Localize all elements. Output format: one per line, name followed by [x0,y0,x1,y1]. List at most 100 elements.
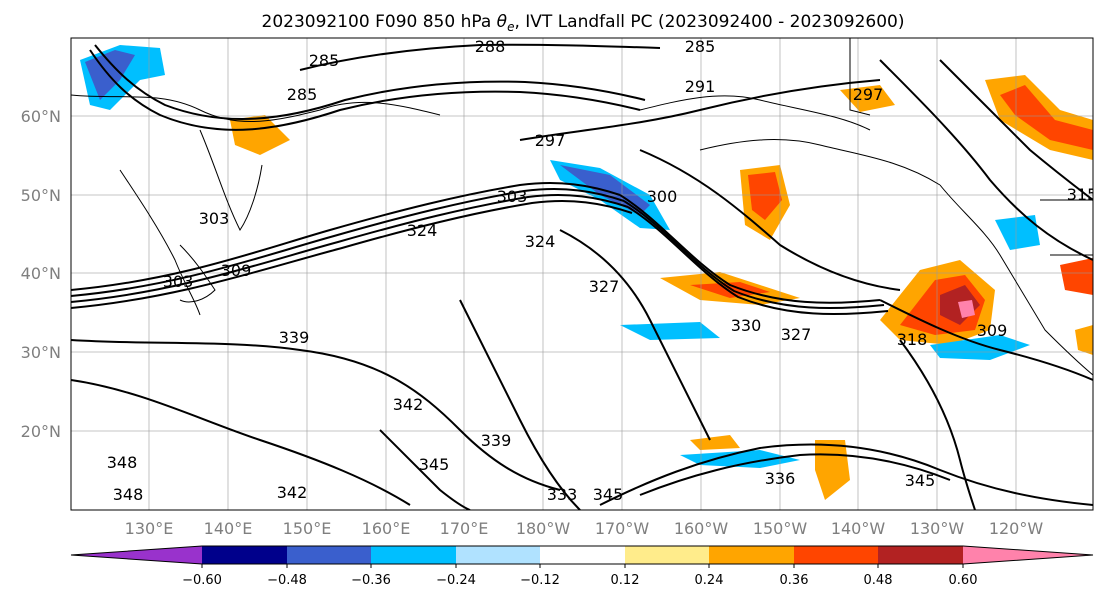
contour-label: 330 [731,316,762,335]
lon-label: 130°W [910,519,965,538]
colorbar-swatch [794,546,878,564]
contour-line [559,229,711,441]
contour-line [599,443,1093,506]
contour-label: 291 [685,77,716,96]
contour-line [623,200,885,310]
lon-label: 160°W [674,519,729,538]
contour-label: 285 [309,51,340,70]
contour-line [639,149,901,291]
contour-line [619,194,881,304]
latitude-labels: 60°N 50°N 40°N 30°N 20°N [21,107,61,441]
contour-line [71,200,633,309]
colorbar-swatch [963,546,1093,564]
colorbar-tick-label: −0.60 [182,573,222,588]
contour-line [71,194,629,303]
lon-label: 160°E [362,519,411,538]
contour-line [879,59,1093,261]
lon-label: 170°E [440,519,489,538]
contour-label: 303 [497,187,528,206]
contour-label: 342 [277,483,308,502]
contour-label: 342 [393,395,424,414]
contour-line [879,299,1093,381]
shade-orange-alaska [840,85,895,112]
contour-label: 324 [407,221,438,240]
contour-label: 327 [781,325,812,344]
contour-label: 327 [589,277,620,296]
colorbar-swatch [540,546,625,564]
contour-label: 300 [647,187,678,206]
colorbar-tick-label: −0.48 [267,573,307,588]
coast-north-america [939,184,1093,376]
lon-label: 150°W [753,519,808,538]
shade-blue-bc [995,215,1040,250]
contour-line [627,206,889,316]
lon-label: 130°E [125,519,174,538]
contour-label: 297 [853,85,884,104]
coast-alaska-north [639,95,871,131]
contour-label: 348 [113,485,144,504]
contour-line [71,379,411,506]
colorbar-swatch [202,546,287,564]
contour-line [519,79,881,141]
colorbar-swatch [456,546,540,564]
shade-blue-south [680,450,800,468]
contour-label: 333 [547,485,578,504]
colorbar-tick-label: 0.24 [695,573,724,588]
contour-label: 303 [163,272,194,291]
map-frame [70,37,1094,511]
coast-japan [179,244,216,303]
colorbar-swatch [709,546,794,564]
contour-label: 345 [905,471,936,490]
contour-label: 303 [199,209,230,228]
colorbar-tick-label: 0.60 [949,573,978,588]
map-content: 285 288 285 285 291 297 297 303 300 315 … [71,37,1093,510]
coast-kamchatka [199,129,263,231]
lat-label: 40°N [21,264,61,283]
colorbar [70,545,1094,565]
colorbar-tick-label: 0.48 [864,573,893,588]
shade-red-ne [1000,85,1093,150]
lon-label: 180°W [516,519,571,538]
shade-red-central [690,282,770,298]
contour-line [71,182,621,291]
coast-asia [119,169,201,316]
lat-label: 50°N [21,186,61,205]
colorbar-swatch [287,546,371,564]
lat-label: 20°N [21,422,61,441]
colorbar-swatch [371,546,456,564]
shade-orange-south2 [690,435,740,450]
contour-label: 345 [419,455,450,474]
contour-line [94,44,646,120]
contour-line [939,59,1093,201]
contour-line [71,188,625,297]
shade-blue-east [930,335,1030,360]
shade-red-coast [1060,258,1093,295]
border-alaska [849,38,871,116]
lon-label: 140°W [831,519,886,538]
coastlines [71,38,1093,376]
contour-label: 285 [287,85,318,104]
shade-pink-east [958,300,975,318]
contour-label: 285 [685,37,716,56]
contour-label: 309 [977,321,1008,340]
contour-line [899,339,976,510]
longitude-labels: 130°E 140°E 150°E 160°E 170°E 180°W 170°… [125,519,1044,538]
contour-label: 339 [279,328,310,347]
contour-line [71,339,561,491]
colorbar-swatch [71,546,202,564]
lon-label: 120°W [989,519,1044,538]
theta-e-contours [71,43,1093,510]
coast-siberia [71,94,441,123]
grid-lines [71,38,1093,510]
map-title: 2023092100 F090 850 hPa θe, IVT Landfall… [262,12,905,34]
contour-line [639,453,951,496]
lat-label: 60°N [21,107,61,126]
colorbar-swatch [878,546,963,564]
contour-label: 288 [475,37,506,56]
coast-alaska-south [699,139,941,186]
colorbar-ticks: −0.60 −0.48 −0.36 −0.24 −0.12 0.12 0.24 0.36 0.4… [182,564,977,588]
contour-label: 348 [107,453,138,472]
colorbar-tick-label: −0.24 [436,573,476,588]
contour-label: 297 [535,131,566,150]
